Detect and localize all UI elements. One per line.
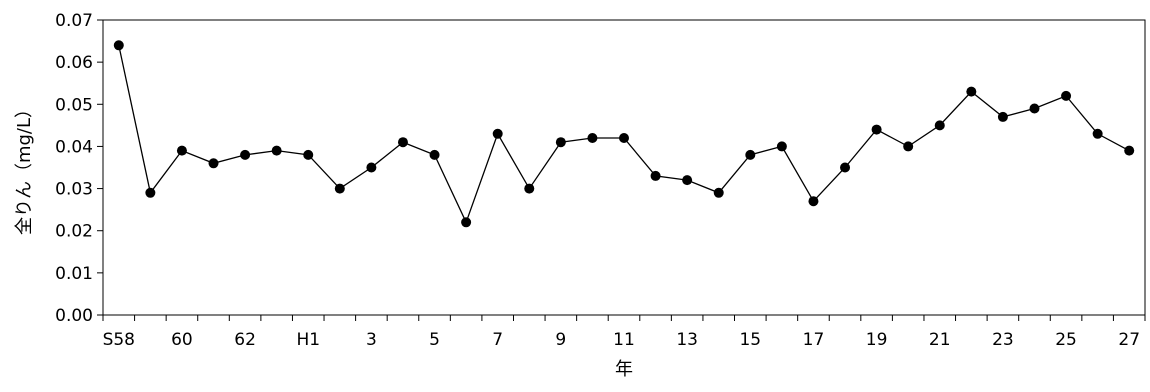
data-point: [303, 149, 314, 160]
plot-area-frame: [102, 19, 1146, 316]
data-point: [113, 40, 124, 51]
data-point: [1092, 128, 1103, 139]
data-point: [713, 187, 724, 198]
data-point: [745, 149, 756, 160]
y-tick-label: 0.06: [55, 53, 93, 73]
data-point: [650, 170, 661, 181]
data-point: [1124, 145, 1135, 156]
data-point: [145, 187, 156, 198]
x-tick-label: 19: [866, 330, 888, 350]
data-point: [840, 162, 851, 173]
x-tick-label: 13: [676, 330, 698, 350]
data-point: [619, 133, 629, 143]
data-point: [429, 149, 440, 160]
x-tick-label: S58: [103, 330, 135, 350]
y-tick-label: 0.07: [55, 11, 93, 31]
data-point: [555, 137, 566, 148]
y-tick-label: 0.01: [55, 264, 93, 284]
x-axis-title: 年: [615, 359, 633, 380]
data-point: [966, 86, 977, 97]
x-tick-label: 5: [429, 330, 440, 350]
y-axis-title: 全りん（mg/L）: [14, 100, 35, 235]
x-tick-label: 23: [992, 330, 1014, 350]
y-tick-label: 0.03: [55, 180, 93, 200]
x-tick-label: 25: [1055, 330, 1077, 350]
data-point: [1029, 103, 1040, 114]
x-tick-label: 15: [739, 330, 761, 350]
data-point: [524, 183, 535, 194]
y-tick-label: 0.05: [55, 95, 93, 115]
x-tick-label: 11: [613, 330, 635, 350]
data-point: [934, 120, 945, 131]
y-tick-label: 0.04: [55, 137, 93, 157]
data-point: [176, 145, 187, 156]
x-tick-label: 27: [1118, 330, 1140, 350]
data-point: [1061, 90, 1072, 101]
x-tick-label: 21: [929, 330, 951, 350]
data-point: [208, 158, 219, 169]
data-point: [903, 141, 914, 152]
data-point: [366, 162, 377, 173]
data-point: [461, 217, 472, 228]
data-point: [997, 111, 1008, 122]
series-layer: [113, 40, 1135, 228]
y-tick-label: 0.02: [55, 222, 93, 242]
data-point: [492, 128, 503, 139]
y-tick-label: 0.00: [55, 306, 93, 326]
data-point: [587, 133, 598, 143]
x-tick-label: 17: [803, 330, 825, 350]
x-axis: S58 60 62 H1 3 5 7 9 11 13 15 17 19 21 23 25 27: [102, 315, 1146, 350]
x-tick-label: 9: [555, 330, 566, 350]
data-point: [808, 196, 819, 207]
x-tick-label: 62: [234, 330, 256, 350]
data-point: [776, 141, 787, 152]
x-tick-label: 3: [366, 330, 377, 350]
x-tick-label: 7: [492, 330, 503, 350]
data-point: [334, 183, 345, 194]
data-point: [871, 124, 882, 135]
x-tick-label: H1: [296, 330, 320, 350]
data-point: [397, 137, 408, 148]
data-point: [240, 149, 251, 160]
data-point: [271, 145, 282, 156]
y-axis: 0.00 0.01 0.02 0.03 0.04 0.05 0.06 0.07: [55, 11, 1146, 326]
x-tick-label: 60: [171, 330, 193, 350]
data-point: [682, 175, 693, 186]
